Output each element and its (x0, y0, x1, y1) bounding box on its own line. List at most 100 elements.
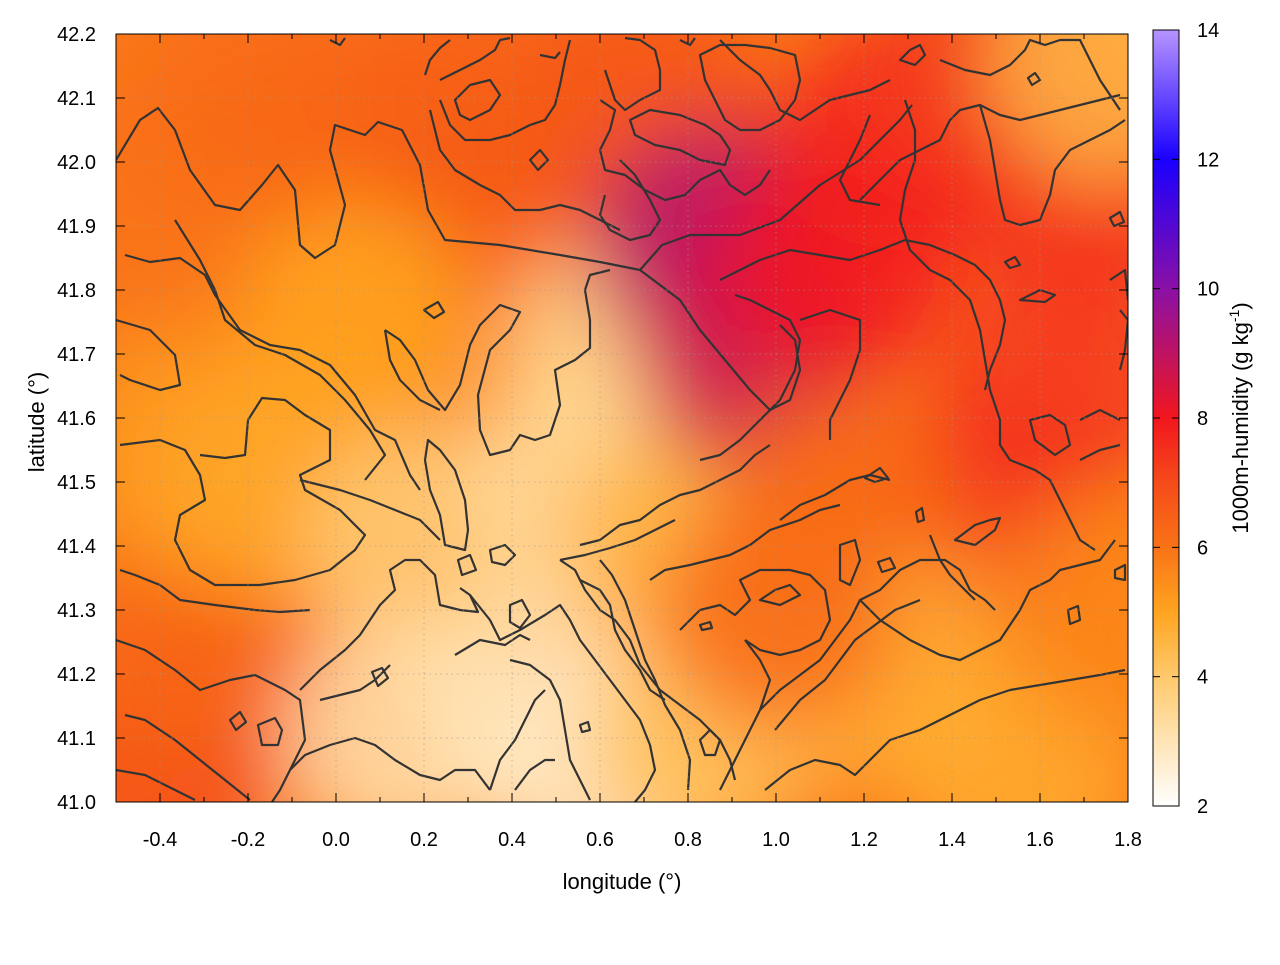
contour-line (799, 308, 862, 440)
y-axis-label: latitude (°) (24, 372, 49, 473)
contour-line (469, 594, 657, 802)
contour-line (299, 558, 480, 691)
contour-line (578, 720, 592, 734)
contour-line (1108, 210, 1126, 228)
contour-line (598, 99, 771, 202)
y-tick-label: 41.4 (57, 536, 96, 558)
contour-line (528, 148, 550, 172)
contour-line (953, 516, 1002, 547)
contour-line (539, 51, 561, 60)
colorbar-tick-label: 8 (1197, 408, 1208, 430)
colorbar-tick-label: 2 (1197, 796, 1208, 818)
contour-line (423, 39, 451, 76)
colorbar-tick-label: 10 (1197, 279, 1219, 301)
contour-line (299, 478, 441, 541)
contour-line (764, 668, 1126, 791)
contour-line (228, 710, 248, 732)
contour-line (174, 219, 387, 481)
x-axis-label: longitude (°) (563, 869, 682, 894)
y-tick-label: 42.1 (57, 88, 96, 110)
contour-line (453, 78, 502, 122)
contour-line (579, 444, 771, 547)
colorbar-label-text: 1000m-humidity (g kg (1228, 322, 1253, 534)
y-tick-label: 41.6 (57, 408, 96, 430)
contour-line (1003, 255, 1022, 270)
contour-line (438, 39, 572, 142)
contour-line (628, 108, 732, 167)
x-tick-label: 1.6 (1026, 829, 1054, 851)
x-tick-label: 0.6 (586, 829, 614, 851)
contour-line (759, 558, 996, 711)
x-tick-label: -0.2 (231, 829, 265, 851)
heatmap-field (116, 34, 1128, 802)
contour-line (699, 293, 802, 462)
contour-line (719, 238, 1007, 391)
contour-line (1018, 288, 1057, 304)
x-tick-label: 0.4 (498, 829, 526, 851)
contour-line (649, 503, 841, 581)
contour-line (779, 473, 891, 521)
x-tick-label: 1.2 (850, 829, 878, 851)
contour-line (838, 538, 862, 587)
contour-line (124, 713, 251, 801)
contour-line (598, 159, 662, 242)
x-tick-label: 0.2 (410, 829, 438, 851)
contour-line (838, 114, 881, 207)
y-tick-label: 41.8 (57, 280, 96, 302)
contour-line (639, 269, 802, 412)
contour-line (698, 728, 722, 757)
contour-line (422, 300, 446, 320)
contour-line (876, 556, 897, 574)
contour-line (559, 519, 676, 562)
contour-line (428, 109, 621, 231)
heatmap-cell (238, 202, 478, 442)
contour-line (928, 534, 976, 601)
contour-line (119, 568, 311, 614)
contour-line (898, 43, 927, 67)
x-tick-label: -0.4 (143, 829, 177, 851)
contour-line (119, 396, 367, 587)
x-tick-label: 1.0 (762, 829, 790, 851)
contour-line (124, 253, 421, 491)
contour-line (370, 666, 390, 688)
contour-line (988, 389, 1096, 551)
contour-line (1026, 71, 1042, 87)
contour-line (1066, 604, 1082, 626)
contour-line (514, 758, 555, 791)
contour-line (774, 598, 921, 731)
colorbar-tick-label: 14 (1197, 20, 1219, 42)
y-tick-label: 41.3 (57, 600, 96, 622)
contour-line (599, 559, 692, 791)
contour-line (719, 39, 891, 122)
contour-line (679, 37, 696, 47)
contour-line (698, 43, 802, 132)
y-tick-label: 42.2 (57, 24, 96, 46)
contour-line (116, 638, 307, 802)
humidity-heatmap (116, 34, 1128, 802)
contour-line (319, 664, 391, 702)
contour-line (1079, 443, 1121, 461)
colorbar: 2 4 6 8 10 12 14 1000m-humidity (g kg-1) (1152, 20, 1253, 818)
contour-line (1028, 413, 1072, 457)
colorbar-ticks: 2 4 6 8 10 12 14 (1153, 20, 1219, 818)
contour-line (454, 633, 531, 656)
contour-line (509, 658, 591, 801)
colorbar-label-exponent: -1 (1226, 309, 1242, 322)
contour-line (116, 104, 913, 272)
contour-line (456, 553, 478, 577)
contour-line (603, 36, 662, 112)
colorbar-tick-label: 12 (1197, 149, 1219, 171)
contour-line (698, 620, 714, 632)
contour-line (898, 99, 992, 391)
contour-line (758, 583, 802, 607)
colorbar-tick-label: 4 (1197, 667, 1208, 689)
contour-line (508, 598, 532, 630)
contour-line (329, 37, 346, 47)
y-tick-label: 41.2 (57, 664, 96, 686)
contour-line (423, 438, 470, 552)
contour-line (1079, 408, 1121, 421)
y-tick-label: 41.1 (57, 728, 96, 750)
contour-line (914, 506, 926, 524)
